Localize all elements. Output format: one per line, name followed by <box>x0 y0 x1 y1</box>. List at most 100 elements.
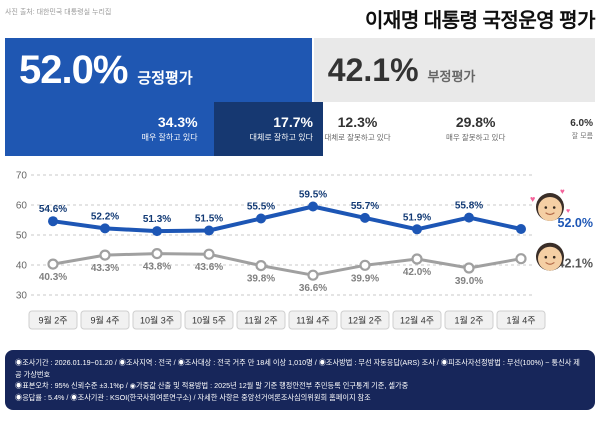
data-point <box>307 269 319 281</box>
photo-credit: 사진 출처: 대한민국 대통령실 누리집 <box>5 9 112 16</box>
value-label: 39.9% <box>351 273 379 284</box>
value-label: 39.8% <box>247 274 275 285</box>
x-category-label: 11월 2주 <box>244 315 277 326</box>
y-tick-label: 40 <box>16 261 28 272</box>
x-category-label: 1월 4주 <box>506 315 535 326</box>
data-point <box>463 262 475 274</box>
x-category-box <box>132 310 182 330</box>
x-category-box <box>80 310 130 330</box>
data-point <box>464 212 474 223</box>
value-label: 43.6% <box>195 262 223 273</box>
value-label: 55.8% <box>455 201 483 212</box>
breakdown-somewhat-positive: 17.7% 대체로 잘하고 있다 <box>213 102 323 156</box>
data-point <box>516 224 526 234</box>
positive-total-value: 52.0% <box>19 48 128 92</box>
data-point <box>515 253 527 265</box>
value-label: 55.5% <box>247 202 275 213</box>
x-category-label: 1월 2주 <box>454 315 483 326</box>
x-category-box <box>288 310 338 330</box>
avatar-eye <box>544 255 548 259</box>
page-title: 이재명 대통령 국정운영 평가 <box>365 10 595 32</box>
data-point <box>359 259 371 271</box>
data-point <box>308 201 318 212</box>
breakdown-value: 34.3% <box>157 113 198 130</box>
breakdown-value: 17.7% <box>273 113 313 130</box>
data-point <box>204 225 214 236</box>
negative-total-value: 42.1% <box>327 52 419 88</box>
x-category-box <box>236 310 286 330</box>
value-label: 36.6% <box>299 283 327 294</box>
x-category-box <box>392 310 442 330</box>
header: 사진 출처: 대한민국 대통령실 누리집 이재명 대통령 국정운영 평가 <box>5 4 595 38</box>
methodology-line: ◉표본오차 : 95% 신뢰수준 ±3.1%p / ◉가중값 산출 및 적용방법… <box>15 381 409 391</box>
end-value-label-negative: 42.1% <box>558 257 593 271</box>
trend-chart-svg: 70 60 50 40 30 9월 2주 9월 4주 10월 3주 10월 5주 11월 2주 11… <box>16 171 593 330</box>
value-label: 52.2% <box>91 211 119 222</box>
value-label: 42.0% <box>403 267 431 278</box>
x-category-box <box>496 310 546 330</box>
data-point <box>412 224 422 235</box>
breakdown-value: 6.0% <box>570 117 594 129</box>
x-category-box <box>28 310 78 330</box>
data-point <box>256 213 266 224</box>
value-label: 43.3% <box>91 263 119 274</box>
y-tick-label: 50 <box>16 231 28 242</box>
x-category-box <box>444 310 494 330</box>
value-label: 43.8% <box>143 262 171 273</box>
avatar-mouth <box>545 212 555 216</box>
end-value-label-positive: 52.0% <box>558 216 593 230</box>
data-point <box>411 253 423 265</box>
data-point <box>151 247 163 260</box>
data-point <box>152 226 162 237</box>
x-category-label: 10월 5주 <box>192 315 226 326</box>
breakdown-label: 대체로 잘못하고 있다 <box>324 133 391 143</box>
breakdown-very-negative: 29.8% 매우 잘못하고 있다 <box>392 102 560 156</box>
summary-breakdown-row: 34.3% 매우 잘하고 있다 17.7% 대체로 잘하고 있다 12.3% 대… <box>5 102 596 156</box>
heart-icon: ♥ <box>560 187 565 196</box>
data-point <box>47 258 59 270</box>
value-label: 55.7% <box>351 201 379 212</box>
breakdown-label: 매우 잘하고 있다 <box>141 133 198 143</box>
summary-bar: 52.0% 긍정평가 42.1% 부정평가 34.3% 매우 잘하고 있다 17… <box>5 38 596 156</box>
heart-icon: ♥ <box>566 208 570 215</box>
avatar-eye <box>552 255 556 259</box>
data-point <box>48 216 58 227</box>
data-point <box>203 248 215 260</box>
x-category-label: 10월 3주 <box>140 315 174 326</box>
series-line-positive <box>51 204 523 234</box>
y-tick-label: 60 <box>16 201 28 212</box>
x-category-label: 9월 2주 <box>38 315 67 326</box>
breakdown-dont-know: 6.0% 잘 모름 <box>559 102 596 156</box>
breakdown-value: 29.8% <box>455 113 496 130</box>
avatar-mouth <box>545 262 555 265</box>
avatar-eye <box>544 206 548 209</box>
x-category-label: 9월 4주 <box>90 315 119 326</box>
avatar-face <box>538 246 562 271</box>
x-category-label: 12월 4주 <box>400 315 434 326</box>
x-category-label: 11월 4주 <box>296 315 329 326</box>
series-line-negative <box>51 252 523 277</box>
y-tick-label: 30 <box>16 291 28 302</box>
breakdown-label: 대체로 잘하고 있다 <box>249 133 313 143</box>
negative-total-box: 42.1% 부정평가 <box>313 38 595 102</box>
avatar-face <box>538 197 562 221</box>
breakdown-label: 잘 모름 <box>571 132 594 140</box>
survey-methodology: ◉조사기간 : 2026.01.19~01.20 / ◉조사지역 : 전국 / … <box>5 350 595 411</box>
heart-icon: ♥ <box>530 194 535 204</box>
breakdown-somewhat-negative: 12.3% 대체로 잘못하고 있다 <box>322 102 393 156</box>
x-category-box <box>340 310 390 330</box>
data-point <box>100 223 110 234</box>
value-label: 51.9% <box>403 212 431 223</box>
value-label: 51.5% <box>195 214 223 225</box>
breakdown-label: 매우 잘못하고 있다 <box>445 133 506 143</box>
negative-total-label: 부정평가 <box>427 68 476 84</box>
methodology-line: ◉조사기간 : 2026.01.19~01.20 / ◉조사지역 : 전국 / … <box>15 358 580 379</box>
y-tick-label: 70 <box>16 171 28 182</box>
positive-total-box: 52.0% 긍정평가 <box>5 38 312 102</box>
value-label: 39.0% <box>455 276 483 287</box>
trend-line-chart: 70 60 50 40 30 9월 2주 9월 4주 10월 3주 10월 5주 11월 2주 11… <box>5 163 595 344</box>
summary-totals-row: 52.0% 긍정평가 42.1% 부정평가 <box>5 38 595 102</box>
avatar-eye <box>552 206 556 209</box>
breakdown-value: 12.3% <box>337 113 378 130</box>
